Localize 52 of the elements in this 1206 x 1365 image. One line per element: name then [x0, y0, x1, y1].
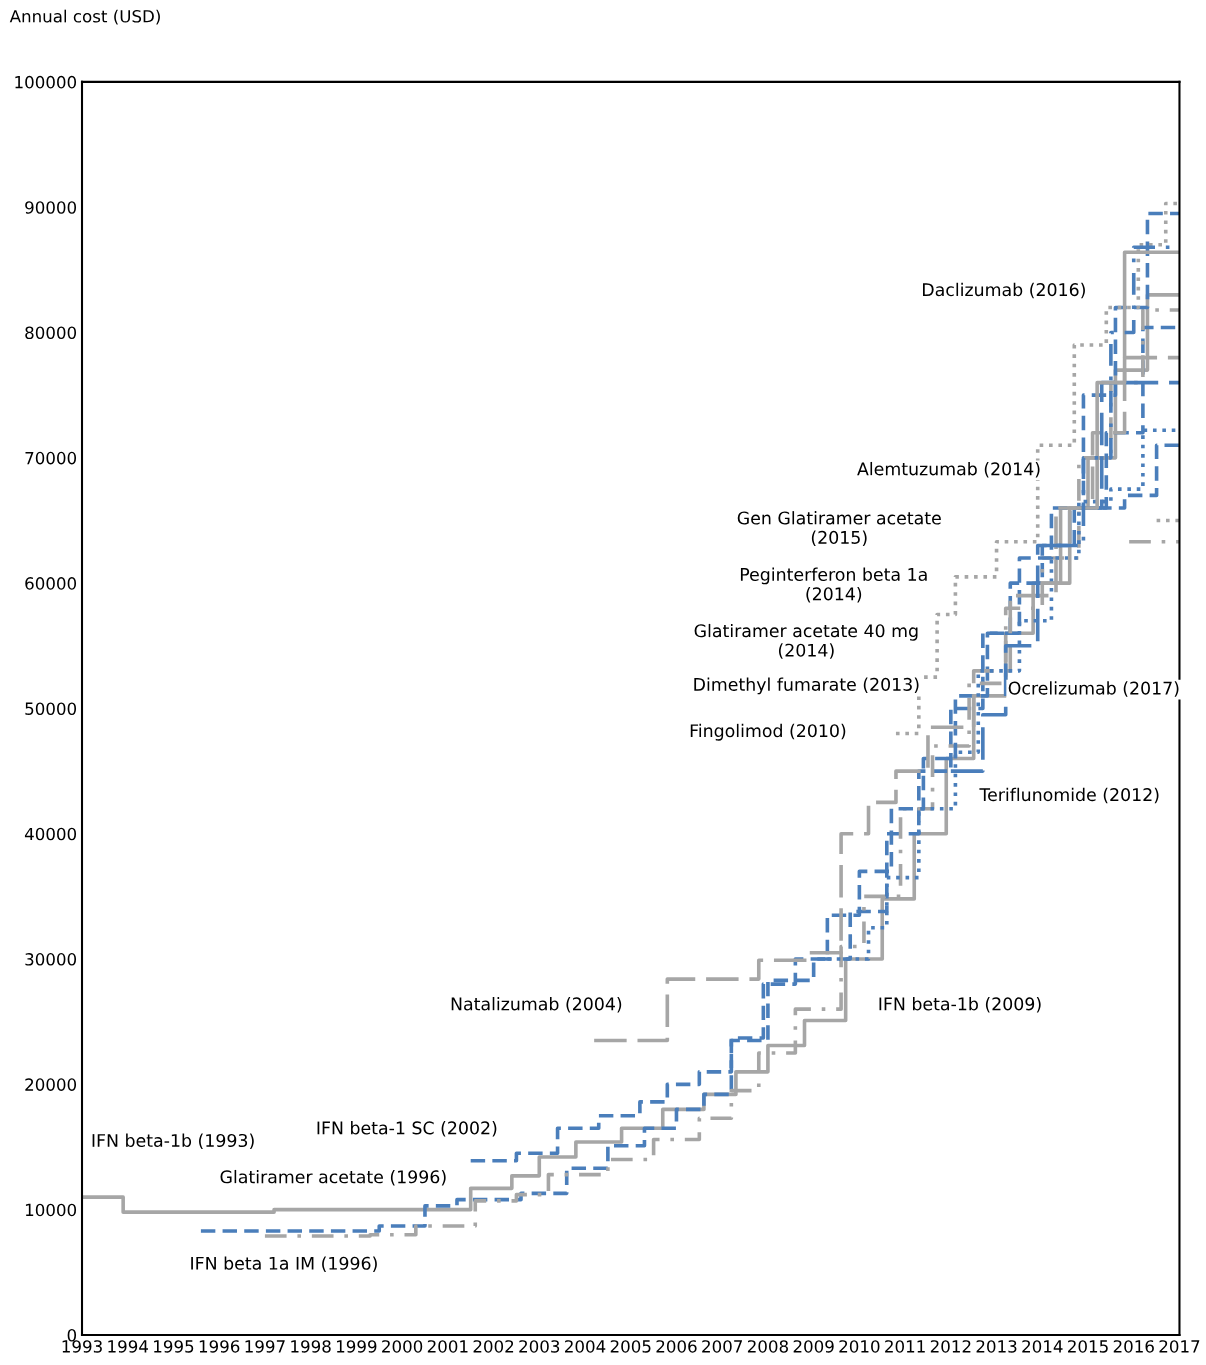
x-tick-label: 1994	[108, 1340, 149, 1353]
annotation: Peginterferon beta 1a (2014)	[740, 567, 927, 603]
x-tick-label: 2007	[702, 1340, 742, 1353]
y-tick-label: 20000	[25, 1078, 77, 1091]
x-tick-label: 2005	[610, 1340, 651, 1353]
x-tick-label: 2001	[427, 1340, 468, 1353]
y-tick-label: 0	[67, 1328, 77, 1342]
annotation: Glatiramer acetate 40 mg (2014)	[694, 623, 918, 659]
annotation: IFN beta 1a IM (1996)	[191, 1256, 377, 1272]
x-tick-label: 2000	[382, 1340, 423, 1353]
y-tick-label: 40000	[24, 827, 77, 841]
annotation: Alemtuzumab (2014)	[857, 461, 1040, 478]
y-tick-label: 100000	[15, 75, 77, 89]
x-tick-label: 1995	[154, 1340, 194, 1353]
x-tick-label: 1999	[337, 1340, 377, 1353]
annotation: Daclizumab (2016)	[923, 282, 1085, 299]
x-tick-label: 2004	[565, 1340, 606, 1353]
annotation: IFN beta-1 SC (2002)	[317, 1121, 497, 1137]
y-tick-label: 50000	[25, 702, 77, 715]
x-tick-label: 1997	[245, 1340, 285, 1353]
y-axis-title: Annual cost (USD)	[9, 9, 160, 25]
x-tick-label: 1996	[199, 1340, 240, 1353]
annotation: Gen Glatiramer acetate (2015)	[737, 511, 941, 547]
y-tick-label: 80000	[25, 326, 77, 340]
annotation: Glatiramer acetate (1996)	[220, 1169, 446, 1186]
y-tick-label: 30000	[25, 953, 77, 966]
x-tick-label: 2012	[930, 1340, 971, 1353]
annotation: IFN beta-1b (2009)	[879, 997, 1041, 1013]
x-tick-label: 1998	[291, 1340, 331, 1353]
x-tick-label: 2017	[1159, 1340, 1200, 1353]
x-tick-label: 2016	[1113, 1340, 1154, 1353]
x-tick-label: 2013	[976, 1340, 1017, 1353]
x-tick-label: 2014	[1022, 1340, 1063, 1353]
annotation: Fingolimod (2010)	[690, 723, 846, 741]
annotation: Dimethyl fumarate (2013)	[694, 677, 919, 695]
x-tick-label: 2010	[839, 1340, 880, 1353]
y-tick-label: 10000	[25, 1203, 77, 1217]
x-tick-label: 2003	[519, 1340, 560, 1353]
y-tick-label: 90000	[25, 201, 77, 214]
annotation: Ocrelizumab (2017)	[1008, 681, 1179, 697]
x-tick-label: 2015	[1068, 1340, 1108, 1353]
x-tick-label: 2008	[747, 1340, 788, 1353]
annotation: Teriflunomide (2012)	[979, 787, 1159, 804]
annotation: Natalizumab (2004)	[451, 997, 622, 1013]
x-tick-label: 2009	[793, 1340, 834, 1353]
x-tick-label: 2006	[656, 1340, 697, 1353]
x-tick-label: 2002	[473, 1340, 514, 1353]
y-tick-label: 60000	[25, 577, 77, 590]
y-tick-label: 70000	[25, 451, 77, 465]
annotation: IFN beta-1b (1993)	[92, 1133, 254, 1150]
x-tick-label: 1993	[62, 1340, 102, 1353]
x-tick-label: 2011	[885, 1340, 925, 1353]
